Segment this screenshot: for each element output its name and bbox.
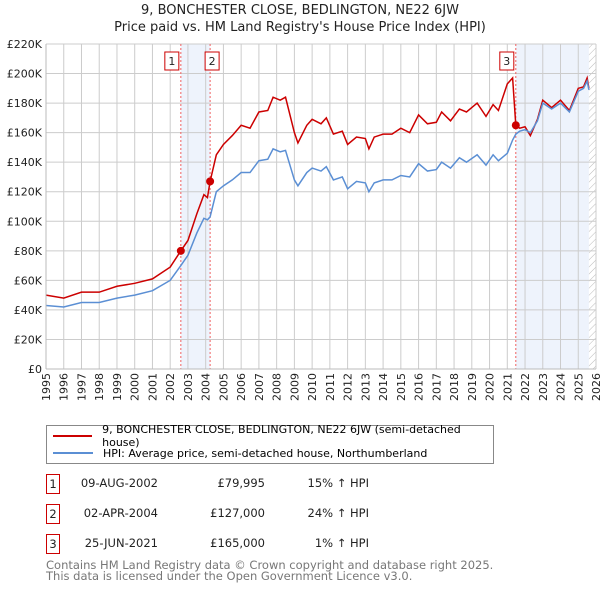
y-tick-label: £200K bbox=[7, 68, 43, 81]
sale-number-box: 2 bbox=[46, 504, 60, 524]
y-tick-label: £120K bbox=[7, 186, 43, 199]
x-tick-label: 2024 bbox=[555, 373, 568, 401]
x-tick-label: 2006 bbox=[235, 373, 248, 401]
x-tick-label: 2025 bbox=[572, 373, 585, 401]
forecast-hatch bbox=[588, 44, 596, 369]
sale-label-box bbox=[164, 51, 180, 71]
x-tick-label: 2005 bbox=[217, 373, 230, 401]
x-tick-label: 2001 bbox=[146, 373, 159, 401]
x-tick-label: 2018 bbox=[448, 373, 461, 401]
x-tick-label: 2023 bbox=[537, 373, 550, 401]
x-tick-label: 2003 bbox=[182, 373, 195, 401]
y-tick-label: £100K bbox=[7, 215, 43, 228]
sale-date: 25-JUN-2021 bbox=[84, 536, 158, 550]
x-tick-label: 2010 bbox=[306, 373, 319, 401]
y-tick-label: £60K bbox=[14, 274, 43, 287]
x-tick-label: 1998 bbox=[93, 373, 106, 401]
sale-row: 1 09-AUG-2002 £79,995 15% ↑ HPI bbox=[46, 474, 406, 494]
sale-label-box bbox=[499, 51, 515, 71]
legend-blue-swatch bbox=[53, 452, 93, 454]
y-tick-label: £0 bbox=[28, 363, 42, 376]
legend-red-swatch bbox=[53, 435, 93, 437]
y-tick-label: £180K bbox=[7, 97, 43, 110]
x-tick-label: 2016 bbox=[413, 373, 426, 401]
y-tick-label: £20K bbox=[14, 333, 43, 346]
legend-blue-label: HPI: Average price, semi-detached house,… bbox=[103, 446, 428, 460]
x-tick-label: 2014 bbox=[377, 373, 390, 401]
x-tick-label: 2002 bbox=[164, 373, 177, 401]
sale-point bbox=[206, 177, 215, 186]
shaded-range bbox=[515, 44, 589, 369]
x-tick-label: 2004 bbox=[200, 373, 213, 401]
sale-point bbox=[176, 246, 185, 255]
y-tick-label: £220K bbox=[7, 38, 43, 51]
chart-subtitle: Price paid vs. HM Land Registry's House … bbox=[114, 20, 486, 35]
sale-number-box: 1 bbox=[46, 474, 60, 494]
sale-label: 3 bbox=[503, 55, 510, 68]
price-paid-line bbox=[45, 75, 590, 299]
x-tick-label: 1995 bbox=[40, 373, 53, 401]
x-tick-label: 2007 bbox=[253, 373, 266, 401]
y-tick-label: £80K bbox=[14, 245, 43, 258]
legend-red-label: 9, BONCHESTER CLOSE, BEDLINGTON, NE22 6J… bbox=[102, 423, 461, 449]
sale-hpi-diff: 24% ↑ HPI bbox=[307, 506, 369, 520]
sale-price: £127,000 bbox=[210, 506, 265, 520]
x-tick-label: 2012 bbox=[342, 373, 355, 401]
sale-label-box bbox=[204, 51, 220, 71]
footer: Contains HM Land Registry data © Crown c… bbox=[46, 558, 494, 583]
x-tick-label: 1999 bbox=[111, 373, 124, 401]
plot-area: 1995 1996 1997 1998 1999 2000 2001 2002 2003 2004… bbox=[7, 38, 600, 401]
sale-row: 3 25-JUN-2021 £165,000 1% ↑ HPI bbox=[46, 534, 406, 554]
sale-label: 2 bbox=[209, 55, 216, 68]
sale-date: 02-APR-2004 bbox=[83, 506, 158, 520]
x-tick-label: 2011 bbox=[324, 373, 337, 401]
sale-point bbox=[511, 121, 520, 130]
legend: 9, BONCHESTER CLOSE, BEDLINGTON, NE22 6J… bbox=[46, 423, 494, 464]
x-tick-label: 2019 bbox=[466, 373, 479, 401]
x-tick-label: 2015 bbox=[395, 373, 408, 401]
x-tick-label: 2017 bbox=[430, 373, 443, 401]
x-tick-label: 1997 bbox=[75, 373, 88, 401]
x-tick-label: 2026 bbox=[590, 373, 600, 401]
x-tick-label: 1996 bbox=[58, 373, 71, 401]
sale-price: £165,000 bbox=[210, 536, 265, 550]
y-tick-label: £140K bbox=[7, 156, 43, 169]
sale-label: 1 bbox=[168, 55, 175, 68]
x-tick-label: 2009 bbox=[288, 373, 301, 401]
footer-line-2: This data is licensed under the Open Gov… bbox=[46, 569, 413, 583]
sale-price: £79,995 bbox=[217, 476, 265, 490]
chart-title: 9, BONCHESTER CLOSE, BEDLINGTON, NE22 6J… bbox=[141, 3, 459, 18]
sale-hpi-diff: 15% ↑ HPI bbox=[307, 476, 369, 490]
x-tick-label: 2008 bbox=[271, 373, 284, 401]
y-tick-label: £40K bbox=[14, 304, 43, 317]
x-tick-label: 2000 bbox=[129, 373, 142, 401]
sale-hpi-diff: 1% ↑ HPI bbox=[314, 536, 369, 550]
x-tick-label: 2021 bbox=[501, 373, 514, 401]
x-tick-label: 2013 bbox=[359, 373, 372, 401]
sale-number-box: 3 bbox=[46, 534, 60, 554]
sale-date: 09-AUG-2002 bbox=[80, 476, 158, 490]
footer-line-1: Contains HM Land Registry data © Crown c… bbox=[46, 558, 494, 572]
x-tick-label: 2020 bbox=[484, 373, 497, 401]
sale-row: 2 02-APR-2004 £127,000 24% ↑ HPI bbox=[46, 504, 406, 524]
hpi-line bbox=[45, 78, 590, 308]
y-tick-label: £160K bbox=[7, 127, 43, 140]
x-tick-label: 2022 bbox=[519, 373, 532, 401]
